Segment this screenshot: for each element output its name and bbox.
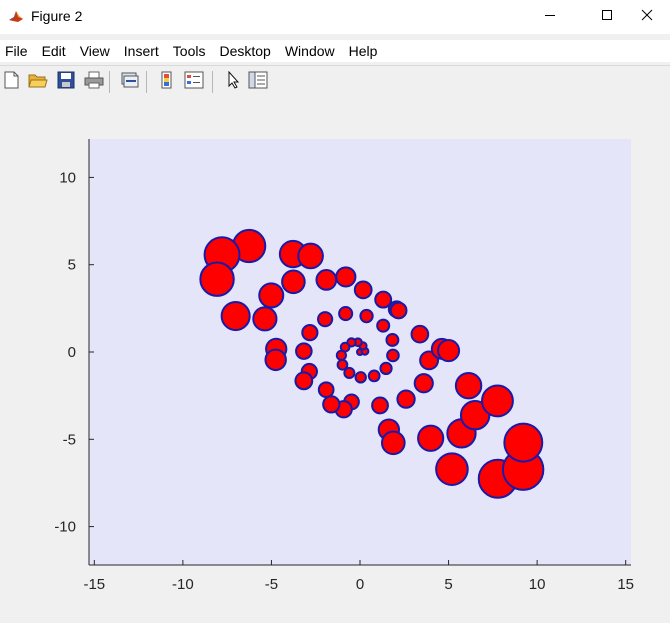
data-point [258,282,285,309]
link-plot-icon [120,71,140,94]
menu-bar: File Edit View Insert Tools Desktop Wind… [0,40,670,62]
data-point [503,422,544,463]
data-point [417,424,445,452]
data-point [359,308,374,324]
data-point [264,348,287,372]
property-inspector-icon [248,71,268,94]
data-point [374,290,393,309]
toolbar-separator [146,71,147,93]
maximize-icon [601,8,613,26]
insert-legend-button[interactable] [183,71,205,93]
scatter-plot: -15 -10 -5 0 5 10 15 -10 -5 0 5 10 [54,139,634,593]
save-button[interactable] [55,71,77,93]
data-point [396,389,416,409]
minimize-icon [544,8,556,26]
property-inspector-button[interactable] [247,71,269,93]
title-bar: Figure 2 [0,0,670,34]
close-icon [641,8,653,26]
data-point [385,333,400,347]
data-point [338,306,354,322]
open-file-button[interactable] [27,71,49,93]
menu-desktop[interactable]: Desktop [219,43,271,59]
menu-window[interactable]: Window [284,43,335,59]
data-point [315,269,338,291]
menu-edit[interactable]: Edit [41,43,66,59]
data-point [252,306,278,332]
edit-plot-button[interactable] [222,70,244,94]
menu-help[interactable]: Help [348,43,378,59]
data-point [295,342,313,360]
toolbar-separator [212,71,213,93]
data-point [410,324,430,344]
y-tick-label: -5 [63,431,76,448]
insert-colorbar-icon [158,71,176,94]
x-tick-label: -10 [172,576,194,593]
data-point [220,300,251,332]
data-point [389,301,408,320]
data-point [481,384,514,418]
axes: -15 -10 -5 0 5 10 15 -10 -5 0 5 10 [54,139,634,593]
menu-tools[interactable]: Tools [172,43,206,59]
data-point [354,371,367,384]
save-icon [57,71,75,94]
y-tick-label: 5 [68,257,76,274]
data-point [301,324,319,342]
menu-insert[interactable]: Insert [123,43,159,59]
new-figure-icon [2,71,20,94]
close-button[interactable] [624,0,670,34]
data-point [413,373,434,394]
data-point [376,318,391,333]
print-icon [84,71,104,94]
print-button[interactable] [83,71,105,93]
maximize-button[interactable] [584,0,630,34]
data-point [380,430,406,456]
edit-plot-arrow-icon [224,70,242,94]
x-tick-label: 5 [444,576,452,593]
data-point [294,371,314,391]
data-point [367,369,381,383]
data-point [454,372,483,400]
y-tick-label: 0 [68,344,76,361]
data-point [297,242,324,270]
data-point [437,339,461,363]
link-plot-button[interactable] [119,71,141,93]
menu-file[interactable]: File [5,43,28,59]
toolbar-separator [109,71,110,93]
window-title: Figure 2 [31,8,83,24]
data-point [353,280,373,300]
data-point [386,348,400,363]
x-tick-label: -5 [265,576,278,593]
data-point [379,361,393,376]
x-tick-label: 10 [529,576,546,593]
data-point [281,269,306,295]
insert-legend-icon [184,71,204,94]
data-point [317,381,335,399]
data-point [335,266,357,288]
x-tick-label: -15 [83,576,105,593]
x-tick-label: 0 [356,576,364,593]
data-point [371,396,389,415]
data-point [199,261,235,297]
minimize-button[interactable] [527,0,573,34]
open-file-icon [28,71,48,94]
figure-canvas: -15 -10 -5 0 5 10 15 -10 -5 0 5 10 [0,98,670,623]
x-tick-label: 15 [617,576,634,593]
data-point [335,349,348,361]
data-point [322,395,341,414]
y-tick-label: -10 [54,519,76,536]
data-point [336,358,349,371]
y-tick-label: 10 [59,169,76,186]
menu-view[interactable]: View [79,43,110,59]
toolbar [0,65,670,98]
data-point [343,366,356,379]
new-figure-button[interactable] [0,71,22,93]
data-point [435,452,469,486]
data-points [199,228,545,499]
insert-colorbar-button[interactable] [156,71,178,93]
data-point [317,311,334,328]
matlab-icon [8,8,24,24]
